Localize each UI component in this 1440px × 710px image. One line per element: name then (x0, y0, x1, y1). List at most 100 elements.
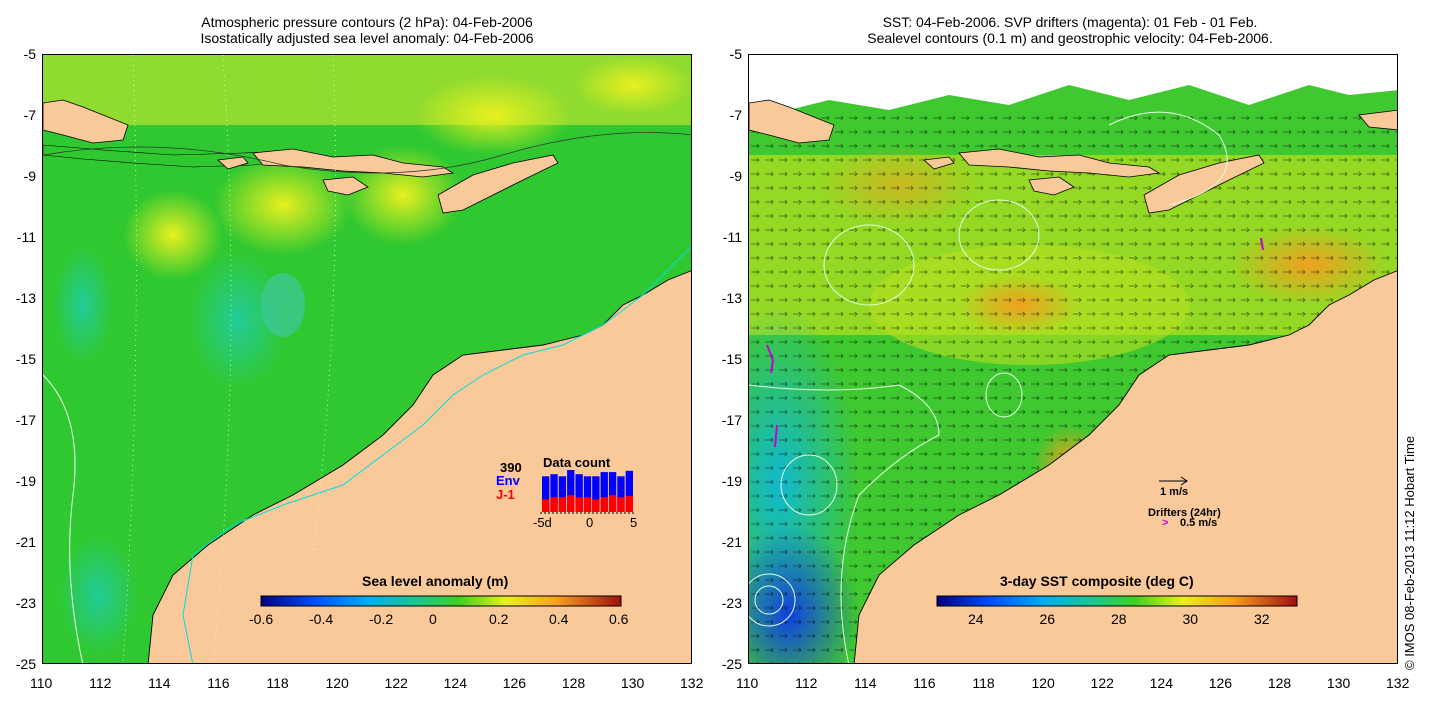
left-y-tick-label: -9 (23, 168, 36, 184)
island-timor (437, 154, 559, 214)
island-java (43, 99, 129, 144)
left-y-tick-label: -13 (15, 290, 36, 306)
data-count-env-bar (600, 472, 608, 512)
left-y-tick-label: -17 (15, 412, 36, 428)
pressure-contour-1 (43, 374, 84, 663)
credit-text: © IMOS 08-Feb-2013 11:12 Hobart Time (1402, 435, 1417, 670)
right-y-tick-label: -19 (721, 473, 742, 489)
sst-island-ne (1358, 109, 1397, 131)
island-flores (252, 148, 455, 178)
right-x-tick-label: 122 (1090, 675, 1114, 691)
sst-island-bali (923, 156, 955, 170)
data-count-env-bar (558, 476, 567, 512)
left-y-tick-label: -19 (15, 473, 36, 489)
right-x-tick-label: 110 (736, 675, 759, 691)
sla-low-core (261, 273, 305, 337)
data-count-env-label: Env (496, 473, 520, 488)
data-count-axis-end: 5 (630, 515, 638, 530)
left-y-tick-label: -25 (15, 656, 36, 672)
left-x-tick-label: 110 (30, 675, 53, 691)
sla-colorbar-tick: 0.2 (489, 611, 509, 627)
pressure-contour-4 (312, 55, 336, 556)
left-title-line2: Isostatically adjusted sea level anomaly… (200, 30, 534, 46)
sla-low-2 (53, 245, 113, 365)
sst-island-sumba (1028, 176, 1075, 196)
right-y-tick-label: -11 (722, 229, 742, 245)
sealevel-contour-1 (823, 224, 915, 306)
right-x-tick-label: 114 (854, 675, 877, 691)
data-count-j1-bar (617, 497, 625, 512)
sla-colorbar-label: Sea level anomaly (m) (362, 573, 509, 589)
sea-level-anomaly-map[interactable] (42, 54, 692, 664)
right-y-tick-label: -13 (721, 290, 742, 306)
data-count-j1-bar (608, 495, 617, 512)
drifter-track-1 (766, 344, 775, 374)
data-count-chart (540, 470, 635, 514)
sla-low-1 (188, 250, 288, 390)
left-x-tick-label: 120 (325, 675, 349, 691)
sla-colorbar-tick: 0.4 (549, 611, 569, 627)
sla-high-4 (413, 75, 573, 155)
sla-colorbar-tick: -0.2 (369, 611, 394, 627)
left-x-tick-label: 118 (266, 675, 289, 691)
left-x-tick-label: 132 (680, 675, 704, 691)
right-x-tick-label: 130 (1326, 675, 1351, 691)
sst-map[interactable] (748, 54, 1398, 664)
sla-high-2 (123, 190, 223, 280)
velocity-scale-label: 1 m/s (1160, 486, 1189, 498)
right-x-tick-label: 118 (972, 675, 995, 691)
data-count-j1-bar (558, 497, 567, 512)
left-x-tick-label: 126 (502, 675, 527, 691)
sla-colorbar (260, 595, 622, 607)
sla-map-svg (43, 55, 691, 663)
data-count-j1-bar (625, 496, 633, 512)
right-y-tick-label: -25 (721, 656, 742, 672)
left-x-tick-label: 130 (620, 675, 645, 691)
data-count-env-bar (592, 476, 600, 512)
data-count-env-bar (608, 472, 617, 512)
left-y-tick-label: -23 (15, 595, 36, 611)
sst-colorbar-tick: 26 (1039, 611, 1056, 627)
left-x-tick-label: 122 (384, 675, 408, 691)
sealevel-contour-2 (958, 199, 1040, 271)
right-x-tick-label: 132 (1386, 675, 1410, 691)
sealevel-contour-6 (749, 573, 796, 627)
velocity-scale-arrow (1159, 476, 1188, 486)
sst-island-flores (958, 148, 1161, 178)
right-title-line1: SST: 04-Feb-2006. SVP drifters (magenta)… (882, 14, 1258, 30)
island-sumba (322, 176, 369, 196)
right-y-tick-label: -17 (721, 412, 742, 428)
right-x-tick-label: 128 (1267, 675, 1292, 691)
drifters-speed-label: 0.5 m/s (1180, 517, 1218, 529)
left-y-tick-label: -7 (23, 107, 36, 123)
drifter-track-2 (774, 424, 778, 448)
left-y-tick-label: -21 (15, 534, 36, 550)
sla-high-5 (573, 55, 691, 115)
bathymetry-contour (182, 246, 691, 663)
sst-colorbar-tick: 32 (1254, 611, 1270, 627)
data-count-env-bar (542, 476, 550, 512)
sst-island-timor (1143, 154, 1265, 214)
right-title-line2: Sealevel contours (0.1 m) and geostrophi… (867, 30, 1273, 46)
data-count-j1-bar (542, 499, 550, 512)
sealevel-contour-5 (754, 585, 784, 615)
right-x-tick-label: 126 (1208, 675, 1233, 691)
left-x-tick-label: 116 (207, 675, 230, 691)
data-count-env-bar (617, 476, 625, 512)
sla-colorbar-tick: -0.4 (309, 611, 334, 627)
data-count-title: Data count (543, 455, 611, 470)
data-count-axis-mid: 0 (586, 515, 594, 530)
australia-land (147, 270, 691, 663)
drifters-speed-marker: > (1162, 517, 1169, 529)
right-x-tick-label: 116 (913, 675, 936, 691)
data-count-env-bar (625, 470, 633, 512)
data-count-env-bar (575, 474, 583, 512)
right-y-tick-label: -5 (729, 46, 742, 62)
data-count-j1-bar (592, 499, 600, 512)
right-y-tick-label: -21 (721, 534, 742, 550)
right-y-tick-label: -23 (721, 595, 742, 611)
sst-cloud-mask (749, 55, 1397, 115)
sst-colorbar-label: 3-day SST composite (deg C) (1000, 573, 1194, 589)
left-x-tick-label: 114 (148, 675, 171, 691)
right-x-tick-label: 124 (1149, 675, 1173, 691)
